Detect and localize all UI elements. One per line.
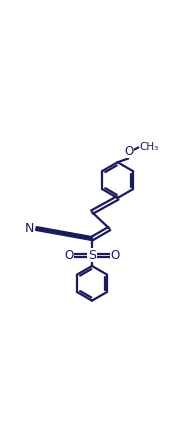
Text: O: O	[65, 249, 74, 262]
Text: O: O	[110, 249, 119, 262]
Text: CH₃: CH₃	[140, 142, 159, 152]
Text: N: N	[24, 222, 34, 235]
Text: O: O	[124, 145, 133, 158]
Text: S: S	[88, 249, 96, 262]
